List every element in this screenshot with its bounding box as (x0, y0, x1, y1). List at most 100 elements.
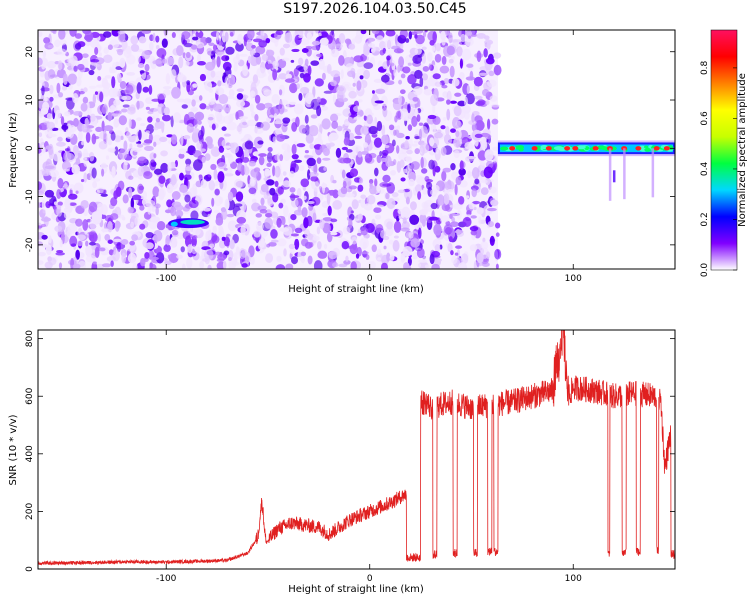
heatmap-cell (156, 47, 167, 59)
heatmap-cell (252, 38, 263, 43)
heatmap-cell (138, 36, 147, 44)
heatmap-cell (298, 124, 307, 134)
heatmap-cell (251, 111, 256, 118)
heatmap-cell (163, 244, 171, 253)
heatmap-cell (145, 97, 154, 105)
heatmap-cell (107, 239, 113, 244)
heatmap-cell (415, 34, 425, 45)
heatmap-cell (210, 146, 221, 157)
heatmap-cell (68, 84, 73, 90)
heatmap-cell (221, 126, 227, 131)
heatmap-cell (295, 65, 303, 71)
heatmap-cell (241, 263, 248, 268)
heatmap-cell (77, 41, 86, 48)
heatmap-cell (190, 44, 198, 50)
heatmap-cell (276, 238, 287, 247)
heatmap-cell (338, 33, 346, 44)
heatmap-cell (186, 179, 190, 190)
heatmap-cell (275, 30, 284, 36)
heatmap-cell (429, 189, 438, 196)
colorbar: 0.0 0.2 0.4 0.6 0.8 Normalized spectral ampl… (700, 29, 748, 277)
heatmap-cell (311, 181, 316, 190)
heatmap-cell (94, 246, 100, 259)
heatmap-cell (85, 131, 91, 143)
heatmap-cell (471, 167, 480, 179)
heatmap-cell (371, 45, 376, 53)
heatmap-cell (62, 73, 68, 86)
heatmap-cell (271, 94, 280, 105)
heatmap-cell (246, 39, 253, 51)
heatmap-cell (310, 60, 320, 66)
heatmap-cell (297, 205, 302, 213)
heatmap-cell (171, 229, 179, 236)
heatmap-cell (248, 187, 257, 195)
heatmap-cell (446, 99, 451, 105)
heatmap-cell (215, 217, 224, 226)
heatmap-cell (181, 31, 191, 40)
heatmap-cell (330, 218, 338, 223)
heatmap-cell (61, 85, 68, 91)
heatmap-cell (49, 169, 59, 178)
heatmap-cell (471, 188, 477, 198)
x-tick-label: 100 (565, 274, 582, 284)
heatmap-cell (305, 134, 314, 144)
heatmap-cell (207, 143, 213, 149)
heatmap-cell (457, 46, 463, 57)
heatmap-cell (103, 189, 107, 194)
heatmap-cell (125, 131, 131, 139)
heatmap-cell (476, 252, 484, 264)
heatmap-cell (111, 113, 121, 117)
heatmap-cell (348, 132, 355, 141)
heatmap-cell (217, 171, 225, 183)
heatmap-cell (191, 245, 198, 255)
heatmap-cell (121, 216, 126, 221)
heatmap-cell (468, 35, 472, 39)
heatmap-cell (144, 145, 154, 152)
heatmap-cell (208, 180, 215, 191)
heatmap-cell (93, 63, 101, 68)
heatmap-cell (312, 235, 320, 241)
heatmap-cell (364, 153, 373, 164)
colorbar-tick-label: 0.2 (700, 212, 710, 226)
heatmap-cell (419, 209, 428, 216)
heatmap-cell (466, 155, 476, 160)
heatmap-cell (414, 184, 422, 193)
heatmap-cell (197, 30, 201, 33)
heatmap-cell (41, 169, 51, 177)
heatmap-cell (38, 202, 41, 208)
heatmap-cell (179, 172, 185, 181)
heatmap-cell (263, 192, 269, 200)
heatmap-cell (408, 138, 413, 148)
heatmap-cell (483, 48, 488, 58)
heatmap-cell (101, 168, 105, 177)
heatmap-cell (55, 109, 61, 120)
heatmap-cell (291, 256, 299, 265)
heatmap-cell (273, 113, 278, 120)
heatmap-cell (389, 239, 394, 245)
heatmap-cell (412, 96, 419, 102)
heatmap-cell (322, 222, 331, 234)
heatmap-cell (369, 185, 377, 195)
heatmap-cell (124, 160, 129, 166)
heatmap-cell (57, 136, 63, 142)
heatmap-cell (251, 198, 257, 204)
heatmap-cell (38, 169, 43, 181)
heatmap-cell (255, 45, 266, 55)
heatmap-cell (144, 242, 154, 250)
heatmap-cell (77, 63, 85, 71)
heatmap-cell (268, 241, 277, 247)
heatmap-cell (414, 148, 420, 155)
heatmap-cell (41, 244, 48, 248)
heatmap-cell (89, 113, 96, 122)
heatmap-cell (40, 223, 47, 228)
heatmap-cell (86, 101, 90, 113)
heatmap-cell (121, 108, 128, 113)
heatmap-cell (348, 218, 353, 229)
heatmap-cell (75, 190, 79, 194)
heatmap-cell (96, 189, 100, 195)
heatmap-cell (494, 222, 501, 229)
heatmap-cell (264, 217, 273, 229)
y-tick-label: 400 (25, 445, 35, 462)
heatmap-cell (110, 69, 115, 74)
